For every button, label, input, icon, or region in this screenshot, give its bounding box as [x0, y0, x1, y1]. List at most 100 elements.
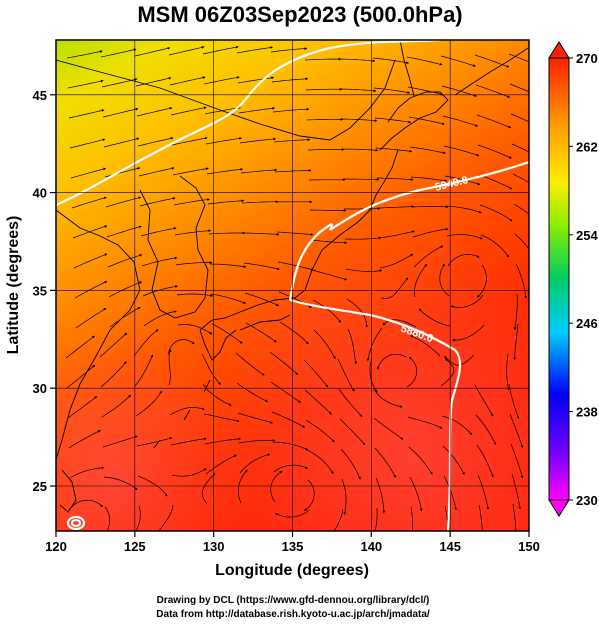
streamline — [211, 323, 243, 344]
streamline — [203, 76, 240, 85]
streamline — [236, 46, 273, 54]
streamline — [241, 200, 279, 204]
streamline — [74, 280, 108, 299]
streamline — [305, 87, 343, 91]
streamline — [309, 209, 347, 212]
x-tick-label: 120 — [45, 539, 67, 554]
streamline — [274, 169, 312, 173]
streamline — [515, 263, 528, 299]
streamline — [168, 46, 205, 56]
streamline — [442, 445, 465, 476]
streamline — [206, 168, 244, 175]
streamline — [141, 256, 178, 267]
colorbar-tick-label: 254 — [576, 228, 598, 243]
streamline — [171, 136, 208, 146]
x-tick-label: 140 — [360, 539, 382, 554]
credit-data: Data from http://database.rish.kyoto-u.a… — [156, 609, 430, 620]
streamline — [312, 299, 342, 323]
streamline — [477, 144, 512, 159]
streamline — [242, 232, 280, 236]
streamline — [170, 106, 207, 116]
streamline — [204, 437, 242, 445]
streamline — [277, 261, 314, 271]
streamline — [73, 253, 108, 269]
streamline — [69, 466, 105, 479]
streamline — [474, 384, 494, 417]
streamline — [271, 411, 306, 428]
streamline — [407, 416, 443, 429]
x-tick-label: 150 — [518, 539, 540, 554]
streamline — [100, 48, 137, 58]
streamline — [173, 198, 210, 206]
streamline — [343, 178, 380, 181]
streamline — [237, 469, 248, 504]
streamline — [345, 268, 383, 273]
streamline — [441, 85, 477, 97]
streamline — [475, 84, 511, 98]
streamline — [372, 387, 403, 408]
streamline — [235, 352, 265, 376]
colorbar-tick-label: 270 — [576, 51, 598, 66]
streamline — [377, 205, 415, 209]
streamline — [339, 88, 377, 93]
streamline — [210, 293, 247, 304]
streamline — [414, 263, 428, 298]
streamline — [270, 471, 283, 503]
streamline — [480, 234, 509, 258]
credit-drawing: Drawing by DCL (https://www.gfd-dennou.o… — [157, 595, 430, 606]
contour-5940 — [56, 40, 441, 207]
streamline — [102, 435, 138, 448]
streamline — [337, 358, 355, 392]
streamline — [413, 245, 444, 268]
streamline — [313, 329, 336, 360]
streamline — [373, 417, 404, 440]
streamline — [237, 76, 275, 84]
streamline — [450, 294, 484, 309]
streamline — [169, 76, 206, 86]
y-axis-label: Latitude (degrees) — [5, 216, 22, 355]
x-tick-label: 145 — [439, 539, 461, 554]
streamline — [406, 56, 443, 66]
y-tick-label: 30 — [33, 381, 47, 396]
streamline — [476, 114, 512, 129]
streamline — [341, 148, 379, 152]
colorbar-tick-label: 238 — [576, 405, 598, 420]
streamline — [135, 76, 172, 87]
streamline — [344, 207, 381, 210]
x-tick-label: 125 — [124, 539, 146, 554]
x-tick-label: 135 — [282, 539, 304, 554]
streamline — [410, 176, 448, 183]
streamline — [344, 236, 382, 240]
y-tick-label: 25 — [33, 479, 47, 494]
streamline — [100, 361, 127, 388]
streamline — [202, 383, 232, 406]
streamline — [143, 310, 177, 327]
streamline — [177, 324, 213, 335]
lat-lon-grid — [56, 40, 529, 531]
low-center-contour — [66, 515, 86, 531]
streamline — [447, 254, 480, 267]
streamline — [304, 389, 332, 415]
streamline — [204, 106, 241, 115]
streamline — [382, 319, 417, 328]
streamline — [67, 79, 104, 89]
streamline — [374, 117, 412, 124]
streamline — [408, 446, 433, 475]
x-axis-label: Longitude (degrees) — [215, 562, 369, 579]
streamline — [347, 328, 357, 365]
streamline — [107, 254, 143, 268]
streamline — [137, 136, 174, 147]
streamline — [341, 478, 347, 515]
streamline — [67, 396, 98, 419]
streamline — [276, 231, 314, 236]
streamline — [346, 298, 368, 328]
streamline — [513, 293, 518, 331]
streamline — [372, 57, 410, 65]
streamline — [272, 441, 309, 451]
streamline — [477, 474, 490, 510]
low-center-contour-inner — [70, 518, 82, 528]
streamline — [70, 167, 107, 179]
streamline — [270, 381, 301, 403]
streamline — [102, 107, 139, 118]
